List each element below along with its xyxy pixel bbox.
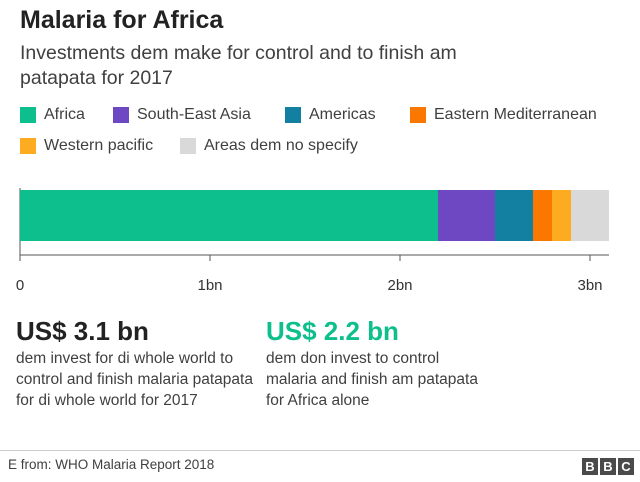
logo-letter: B <box>600 458 616 475</box>
chart-title: Malaria for Africa <box>20 6 224 34</box>
bar-segment-western-pacific <box>552 190 571 241</box>
x-tick-label: 0 <box>16 277 24 294</box>
legend-item-eastern-mediterranean: Eastern Mediterranean <box>410 106 597 124</box>
legend-item-americas: Americas <box>285 106 376 124</box>
stacked-bar-chart: 0 1bn 2bn 3bn <box>16 188 609 294</box>
legend-item-areas-not-specified: Areas dem no specify <box>180 137 358 155</box>
bar-segment-americas <box>495 190 533 241</box>
legend-swatch <box>20 138 36 154</box>
legend-swatch <box>285 107 301 123</box>
legend-label: South-East Asia <box>137 106 251 123</box>
legend-label: Americas <box>309 106 376 123</box>
legend-item-south-east-asia: South-East Asia <box>113 106 251 124</box>
bar-segment-africa <box>20 190 438 241</box>
stat-description: dem don invest to control malaria and fi… <box>266 350 478 409</box>
legend-item-western-pacific: Western pacific <box>20 137 153 155</box>
stat-description: dem invest for di whole world to control… <box>16 350 253 409</box>
legend-label: Areas dem no specify <box>204 137 358 154</box>
source-note: E from: WHO Malaria Report 2018 <box>8 457 215 472</box>
total-investment-stat: US$ 3.1 bn dem invest for di whole world… <box>16 316 256 411</box>
bbc-logo: B B C <box>582 458 634 475</box>
legend-swatch <box>410 107 426 123</box>
legend-label: Western pacific <box>44 137 154 154</box>
x-tick-label: 3bn <box>577 277 602 294</box>
legend-label: Africa <box>44 106 85 123</box>
x-tick-label: 2bn <box>387 277 412 294</box>
x-tick-label: 1bn <box>197 277 222 294</box>
legend-label: Eastern Mediterranean <box>434 106 597 123</box>
bar-segment-areas-dem-no-specify <box>571 190 609 241</box>
stat-value: US$ 3.1 bn <box>16 316 149 346</box>
legend-swatch <box>20 107 36 123</box>
legend-item-africa: Africa <box>20 106 85 124</box>
logo-letter: B <box>582 458 598 475</box>
stat-value: US$ 2.2 bn <box>266 316 399 346</box>
logo-letter: C <box>618 458 634 475</box>
legend-swatch <box>113 107 129 123</box>
legend-swatch <box>180 138 196 154</box>
chart-subtitle: Investments dem make for control and to … <box>20 42 457 89</box>
bar-segment-south-east-asia <box>438 190 495 241</box>
bar-segment-eastern-mediterranean <box>533 190 552 241</box>
footer-divider <box>0 450 640 451</box>
africa-investment-stat: US$ 2.2 bn dem don invest to control mal… <box>266 316 486 411</box>
